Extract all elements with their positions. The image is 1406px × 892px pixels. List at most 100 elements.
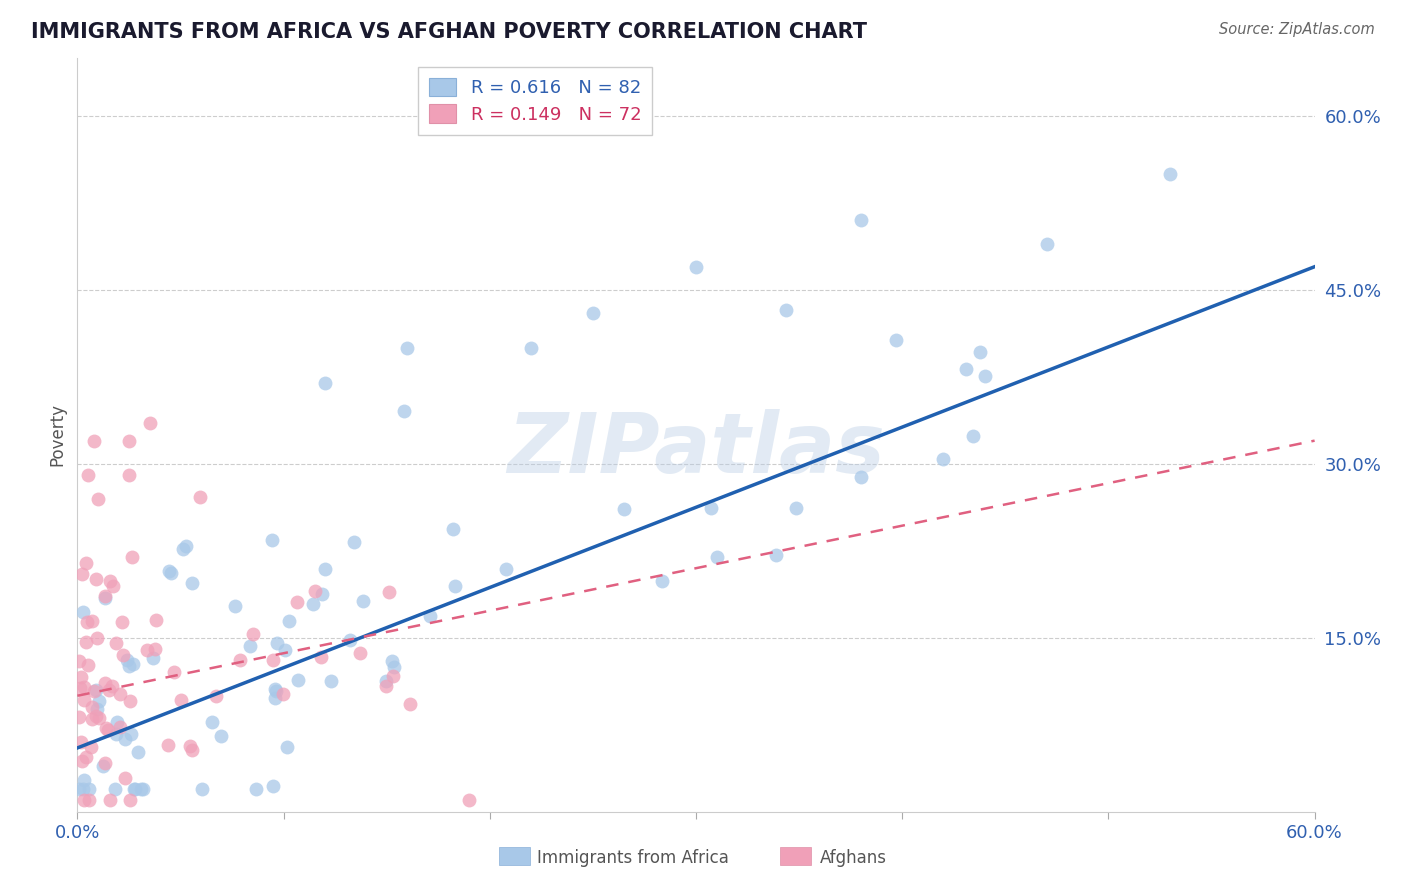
Point (1159, 167, 1181, 181)
Point (444, 580, 467, 594)
Point (120, 693, 142, 707)
Point (77, 781, 100, 796)
Point (115, 653, 138, 667)
Point (785, 501, 807, 516)
Point (285, 595, 308, 609)
Point (83, 434, 105, 448)
Point (80, 614, 103, 628)
Point (884, 333, 907, 347)
Point (70, 754, 93, 768)
Point (87, 491, 110, 506)
Text: Afghans: Afghans (820, 849, 887, 867)
Point (264, 690, 287, 705)
Point (378, 584, 401, 599)
Point (849, 213, 872, 227)
Point (101, 579, 124, 593)
Point (228, 653, 250, 667)
Point (304, 584, 326, 599)
Point (321, 673, 343, 688)
Point (72, 605, 94, 619)
Point (75, 749, 97, 764)
Point (104, 727, 127, 741)
Point (311, 587, 333, 601)
Point (382, 669, 405, 683)
Point (700, 501, 723, 516)
Point (381, 654, 404, 668)
Point (124, 781, 146, 796)
Point (301, 597, 323, 611)
Point (86, 631, 108, 645)
Point (120, 727, 142, 741)
Point (651, 574, 673, 588)
Point (75, 556, 97, 570)
Point (273, 687, 295, 701)
Legend: R = 0.616   N = 82, R = 0.149   N = 72: R = 0.616 N = 82, R = 0.149 N = 72 (418, 67, 652, 135)
Point (76, 657, 98, 672)
Point (613, 501, 636, 516)
Point (136, 642, 159, 657)
Point (160, 566, 183, 580)
Point (392, 404, 415, 418)
Point (67, 781, 90, 796)
Point (398, 697, 420, 711)
Point (458, 793, 481, 807)
Point (110, 687, 132, 701)
Point (273, 643, 295, 657)
Point (101, 679, 124, 693)
Point (82, 712, 104, 726)
Point (84, 572, 107, 586)
Point (775, 303, 797, 318)
Point (77, 793, 100, 807)
Point (278, 614, 301, 628)
Point (127, 745, 149, 759)
Point (67, 710, 90, 724)
Point (309, 649, 332, 664)
Point (260, 533, 283, 547)
Point (118, 658, 141, 673)
Point (142, 650, 165, 665)
Point (67, 655, 90, 669)
Point (91, 758, 114, 772)
Point (224, 599, 246, 613)
Point (264, 683, 287, 698)
Point (100, 574, 122, 588)
Point (69, 735, 91, 749)
Point (105, 715, 128, 730)
Point (83, 683, 105, 698)
Point (582, 306, 605, 320)
Point (110, 615, 132, 629)
Point (84, 708, 107, 723)
Point (495, 562, 517, 576)
Point (314, 562, 336, 576)
Point (121, 550, 143, 565)
Point (124, 781, 146, 796)
Point (262, 780, 284, 794)
Point (264, 682, 287, 697)
Point (97, 723, 120, 738)
Point (520, 341, 543, 355)
Point (76, 468, 98, 483)
Point (80, 740, 103, 755)
Point (314, 376, 336, 390)
Point (104, 635, 127, 649)
Point (180, 576, 202, 591)
Y-axis label: Poverty: Poverty (48, 403, 66, 467)
Point (143, 641, 166, 656)
Point (204, 689, 226, 703)
Point (352, 593, 374, 607)
Point (97, 683, 120, 698)
Point (973, 368, 995, 383)
Point (108, 720, 131, 734)
Point (69, 670, 91, 684)
Point (955, 362, 977, 376)
Point (118, 468, 141, 483)
Point (962, 428, 984, 442)
Point (170, 693, 193, 707)
Text: IMMIGRANTS FROM AFRICA VS AFGHAN POVERTY CORRELATION CHART: IMMIGRANTS FROM AFRICA VS AFGHAN POVERTY… (31, 22, 868, 42)
Point (441, 522, 464, 536)
Point (132, 781, 155, 796)
Point (98, 793, 121, 807)
Point (70, 566, 93, 581)
Point (1035, 236, 1057, 251)
Point (138, 416, 160, 430)
